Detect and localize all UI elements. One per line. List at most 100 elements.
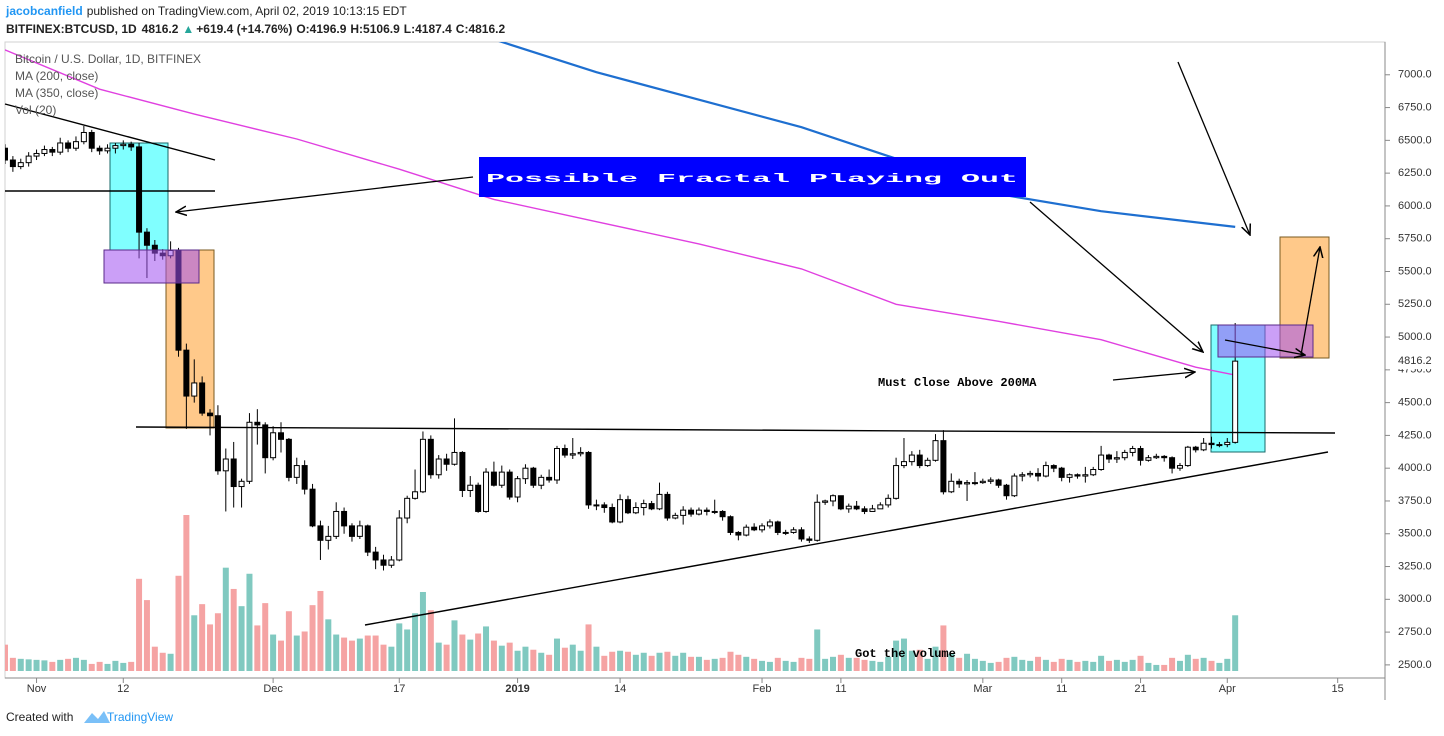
candle-body (214, 415, 221, 472)
volume-bar (341, 637, 348, 671)
candle-body (632, 507, 639, 514)
candle-body (1200, 442, 1207, 451)
candle-body (278, 432, 284, 440)
volume-bar (1090, 661, 1097, 671)
candle-body (1050, 465, 1057, 469)
volume-bar (309, 605, 316, 671)
y-tick-label: 6500.0 (1398, 134, 1432, 146)
candle-body (593, 504, 600, 507)
candle-body (72, 141, 79, 149)
volume-bar (1082, 660, 1089, 671)
volume-bar (159, 652, 166, 671)
candle-body (640, 503, 647, 509)
candle-body (207, 412, 214, 417)
candle-body (1074, 474, 1081, 477)
candle-body (893, 465, 900, 499)
candle-body (262, 424, 269, 459)
candle-body (293, 465, 300, 478)
volume-bar (703, 659, 710, 671)
volume-bar (246, 573, 253, 671)
candle-body (798, 529, 805, 540)
candle-body (1224, 441, 1231, 446)
candle-body (80, 131, 87, 143)
candle-body (743, 526, 750, 536)
candle-body (490, 471, 497, 486)
volume-bar (72, 657, 79, 671)
volume-bar (1058, 658, 1065, 671)
volume-bar (916, 649, 923, 671)
volume-bar (1113, 659, 1120, 671)
candle-body (483, 471, 490, 512)
candle-body (427, 438, 434, 476)
volume-bar (924, 658, 931, 671)
banner (479, 157, 1026, 197)
candle-body (435, 458, 442, 476)
volume-bar (96, 661, 103, 671)
volume-bar (25, 659, 32, 671)
volume-bar (1169, 657, 1176, 671)
candle-body (971, 482, 978, 485)
x-tick-label: 12 (117, 683, 129, 695)
volume-bar (1184, 654, 1191, 671)
volume-bar (869, 660, 876, 671)
volume-bar (301, 631, 308, 671)
candle-body (1169, 457, 1176, 469)
volume-bar (41, 660, 48, 671)
trend-line (4, 103, 216, 161)
y-tick-label: 5500.0 (1398, 265, 1432, 277)
candle-body (617, 499, 624, 523)
candle-body (301, 465, 308, 490)
volume-bar (790, 661, 797, 671)
volume-bar (711, 658, 718, 671)
close: C:4816.2 (456, 22, 506, 36)
candle-body (238, 480, 245, 488)
author[interactable]: jacobcanfield (5, 4, 83, 18)
candle-body (530, 467, 537, 486)
y-tick-label: 2500.0 (1398, 659, 1432, 671)
candle-body (727, 516, 734, 533)
candle-body (467, 484, 474, 491)
footer-brand[interactable]: TradingView (107, 710, 173, 724)
volume-bar (396, 623, 403, 671)
volume-bar (443, 644, 450, 671)
volume-bar (877, 661, 884, 671)
volume-bar (427, 610, 434, 671)
candle-body (1208, 442, 1215, 446)
candle-body (538, 476, 545, 486)
candle-body (1027, 472, 1034, 476)
volume-bar (885, 656, 892, 671)
volume-bar (5, 644, 8, 671)
candle-body (601, 504, 608, 509)
volume-bar (932, 646, 939, 671)
candle-body (735, 531, 742, 536)
volume-bar (262, 603, 269, 671)
candle-body (522, 467, 529, 480)
volume-bar (1121, 661, 1128, 671)
candle-body (1176, 465, 1183, 469)
candle-body (609, 507, 616, 523)
candle-body (845, 505, 852, 510)
candle-body (1042, 465, 1049, 477)
annotation: Got the volume (855, 647, 956, 661)
volume-bar (191, 615, 198, 671)
volume-bar (908, 650, 915, 671)
candle-body (924, 459, 931, 467)
candle-body (766, 521, 773, 527)
candle-body (569, 453, 576, 456)
volume-bar (167, 653, 174, 671)
low: L:4187.4 (404, 22, 452, 36)
candle-body (65, 142, 72, 149)
x-tick-label: 11 (1056, 683, 1067, 695)
volume-bar (285, 611, 292, 671)
candle-body (995, 479, 1002, 486)
candle-body (285, 438, 292, 478)
candle-body (325, 535, 332, 541)
volume-bar (546, 654, 553, 671)
candle-body (364, 525, 371, 553)
candle-body (1098, 454, 1105, 470)
candle-body (806, 538, 813, 541)
candle-body (17, 162, 24, 168)
candle-body (143, 231, 150, 246)
candle-body (317, 525, 324, 541)
